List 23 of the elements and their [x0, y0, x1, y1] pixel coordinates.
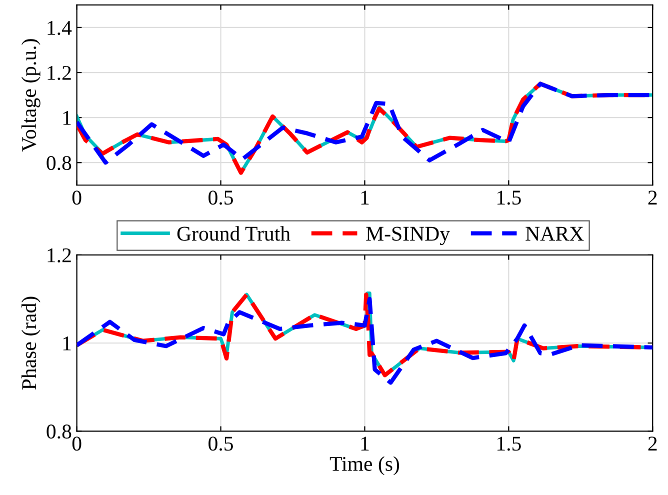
- x-tick-label: 0: [72, 436, 82, 451]
- x-tick-label: 1: [361, 190, 369, 204]
- legend-label: Ground Truth: [177, 226, 290, 241]
- y-tick-label: 0.8: [46, 424, 72, 439]
- x-tick-label: 2: [648, 436, 657, 450]
- legend-label: NARX: [526, 226, 584, 241]
- y-tick-label: 0.8: [46, 156, 72, 170]
- y-tick-label: 1.2: [48, 66, 71, 80]
- x-tick-label: 0.5: [208, 190, 233, 205]
- y-tick-label: 1.4: [48, 20, 72, 35]
- x-tick-label: 1.5: [497, 436, 521, 451]
- x-tick-label: 2: [648, 190, 657, 204]
- x-axis-title: Time (s): [330, 456, 400, 476]
- y-axis-title: Voltage (p.u.): [21, 39, 40, 152]
- y-tick-label: 1: [63, 336, 71, 350]
- x-tick-label: 1.5: [497, 190, 521, 205]
- x-tick-label: 1: [361, 436, 369, 450]
- x-tick-label: 0.5: [208, 436, 233, 451]
- y-tick-label: 1: [63, 111, 71, 125]
- y-axis-title: Phase (rad): [21, 296, 40, 390]
- x-tick-label: 0: [72, 190, 82, 205]
- y-tick-label: 1.2: [48, 248, 71, 262]
- legend-label: M-SINDy: [366, 226, 450, 246]
